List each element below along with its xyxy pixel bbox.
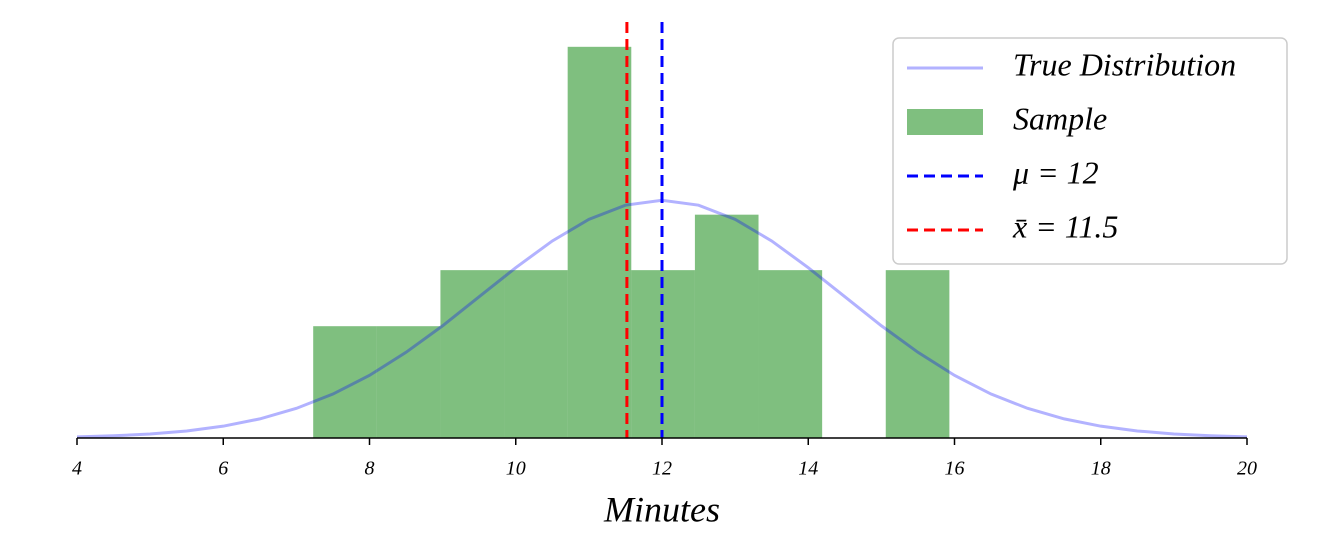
bar (758, 270, 823, 438)
x-axis-label: Minutes (603, 489, 720, 529)
legend-swatch (907, 109, 983, 135)
bar (440, 270, 505, 438)
bar (504, 270, 568, 438)
legend-label: True Distribution (1013, 46, 1236, 82)
legend-label: x̄ = 11.5 (1012, 208, 1118, 244)
x-tick-label: 20 (1237, 458, 1257, 480)
bar (313, 326, 377, 438)
x-tick-label: 4 (72, 458, 82, 480)
bar (694, 214, 759, 438)
x-tick-label: 12 (652, 458, 672, 480)
x-tick-label: 8 (365, 458, 375, 480)
x-tick-label: 18 (1091, 458, 1111, 480)
x-tick-label: 16 (945, 458, 965, 480)
x-tick-label: 10 (506, 458, 526, 480)
bar (376, 326, 441, 438)
legend-label: μ = 12 (1012, 154, 1099, 190)
bar (567, 46, 632, 439)
legend-label: Sample (1013, 100, 1107, 136)
plot-area (76, 22, 1248, 439)
legend-box (892, 37, 1288, 265)
bar (885, 270, 950, 438)
legend: True Distribution Sample μ = 12 x̄ = 11.5 (907, 46, 1236, 244)
x-tick-label: 6 (218, 458, 228, 480)
x-tick-label: 14 (798, 458, 818, 480)
